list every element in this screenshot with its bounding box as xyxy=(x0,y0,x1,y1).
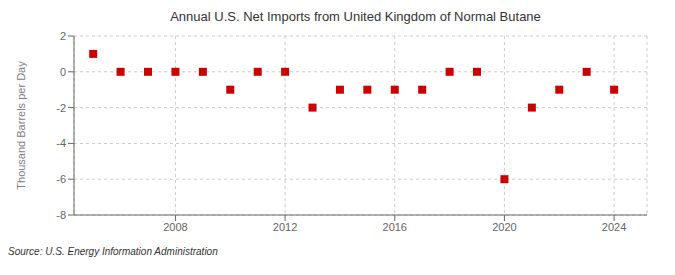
svg-text:-6: -6 xyxy=(56,173,66,185)
html-text:Annual U.S. Net Imports from U: Annual U.S. Net Imports from United King… xyxy=(170,9,541,24)
svg-text:Thousand Barrels per Day: Thousand Barrels per Day xyxy=(15,61,27,190)
svg-text:2: 2 xyxy=(60,30,66,42)
svg-text:2024: 2024 xyxy=(602,221,626,233)
html-text:Source: U.S. Energy Informatio: Source: U.S. Energy Information Administ… xyxy=(8,246,218,257)
svg-text:2012: 2012 xyxy=(273,221,297,233)
svg-text:-2: -2 xyxy=(56,102,66,114)
svg-text:-8: -8 xyxy=(56,209,66,221)
svg-text:-4: -4 xyxy=(56,137,66,149)
svg-text:2008: 2008 xyxy=(163,221,187,233)
svg-text:2020: 2020 xyxy=(492,221,516,233)
svg-text:2016: 2016 xyxy=(383,221,407,233)
svg-text:0: 0 xyxy=(60,66,66,78)
